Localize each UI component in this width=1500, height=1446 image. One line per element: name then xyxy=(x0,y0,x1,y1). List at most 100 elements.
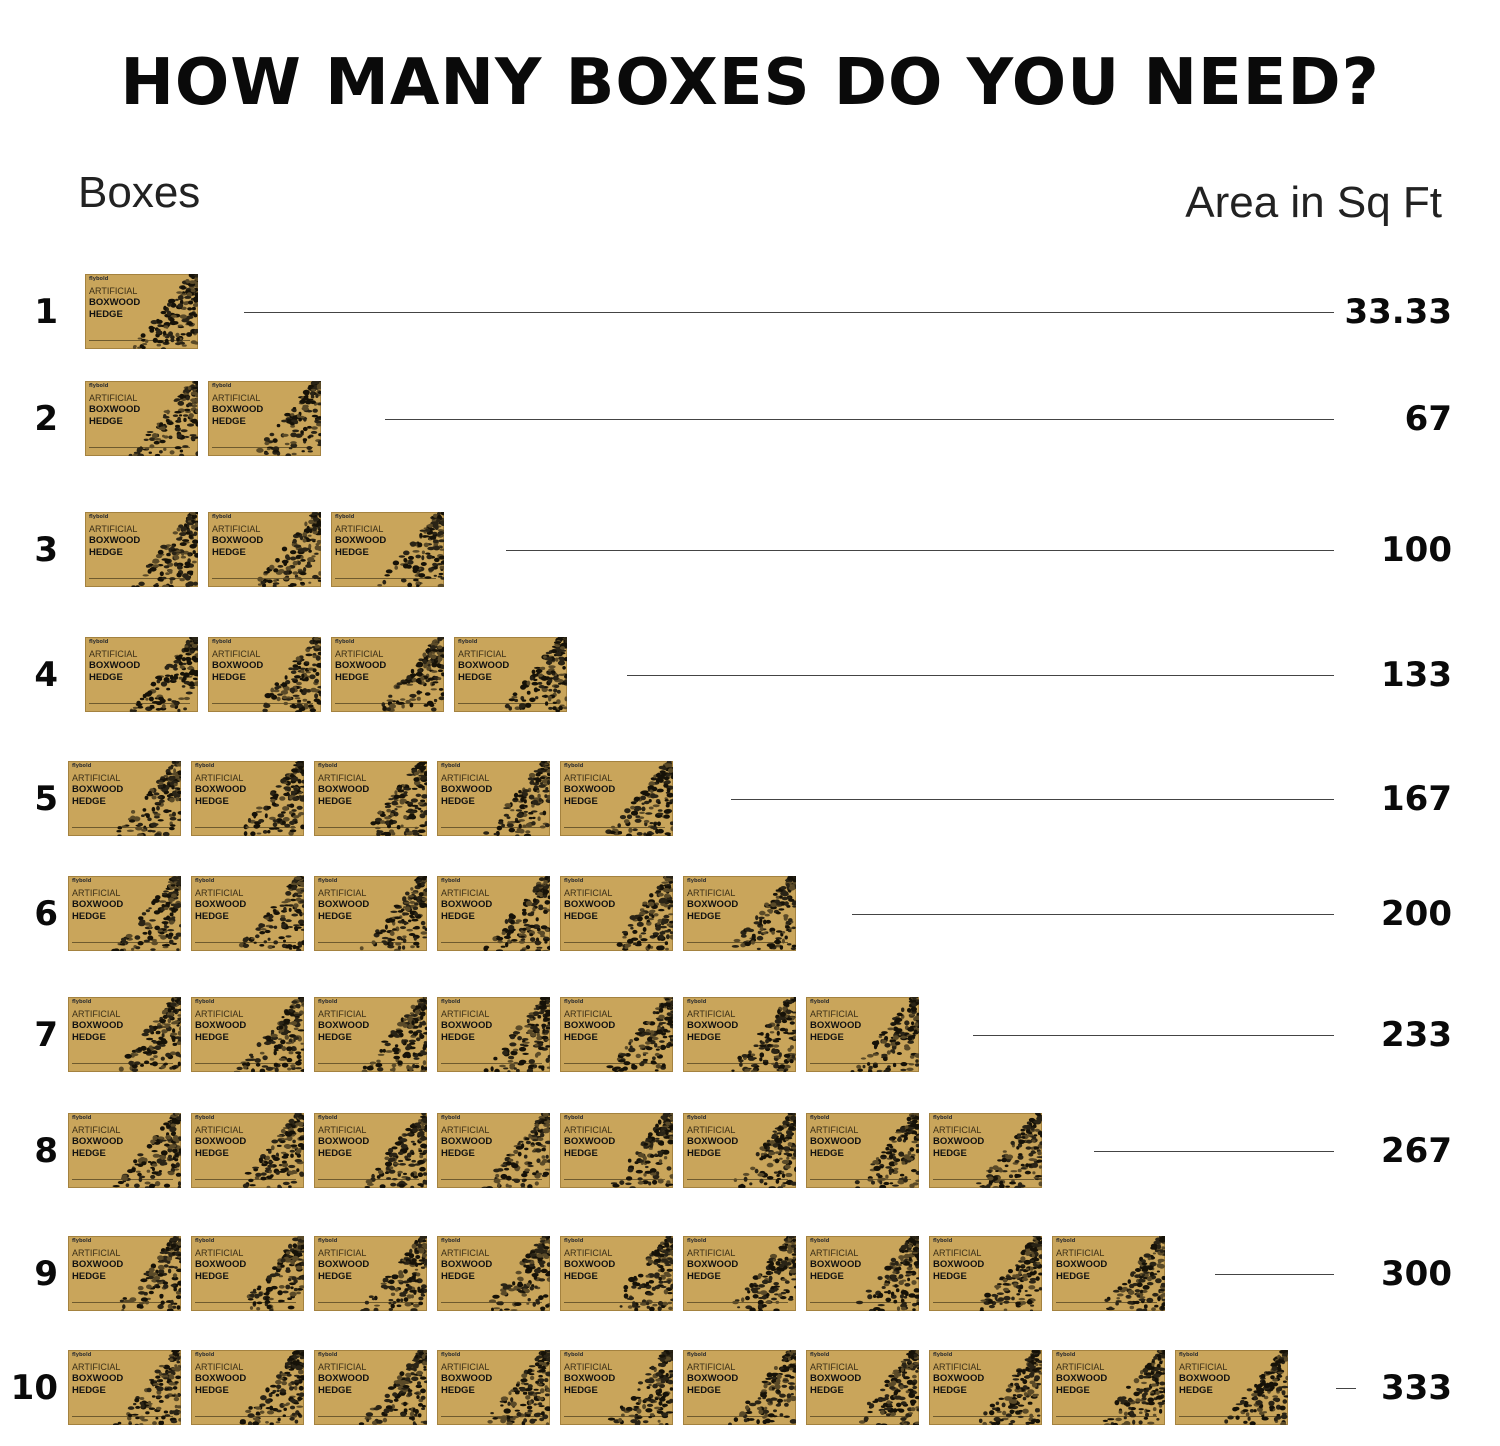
box-label-line1: ARTIFICIAL xyxy=(564,1248,613,1258)
box-brand-text: flybold xyxy=(933,1115,953,1121)
box-label-line1: ARTIFICIAL xyxy=(318,1248,367,1258)
box-label-line1: ARTIFICIAL xyxy=(564,1362,613,1372)
leader-line xyxy=(1336,1388,1356,1389)
box-rule xyxy=(810,1063,911,1064)
box-label-line1: ARTIFICIAL xyxy=(687,1125,736,1135)
box-rule xyxy=(933,1179,1034,1180)
box-label-line2: BOXWOOD xyxy=(335,535,387,546)
box-label-line3: HEDGE xyxy=(195,1148,229,1159)
box-label-line2: BOXWOOD xyxy=(72,1136,124,1147)
box-rule xyxy=(318,1063,419,1064)
leader-line xyxy=(385,419,1334,420)
hedge-box: flybold ARTIFICIAL BOXWOOD HEDGE xyxy=(560,761,673,836)
box-label-line2: BOXWOOD xyxy=(195,1020,247,1031)
box-brand-text: flybold xyxy=(810,1352,830,1358)
box-label-line2: BOXWOOD xyxy=(564,899,616,910)
box-label-line1: ARTIFICIAL xyxy=(933,1362,982,1372)
boxwood-leaves-icon xyxy=(111,876,181,951)
box-label-line3: HEDGE xyxy=(335,672,369,683)
box-label-line2: BOXWOOD xyxy=(441,1373,493,1384)
area-value: 200 xyxy=(1381,894,1452,934)
box-label-line3: HEDGE xyxy=(687,1385,721,1396)
hedge-box: flybold ARTIFICIAL BOXWOOD HEDGE xyxy=(437,1350,550,1425)
box-label-line3: HEDGE xyxy=(212,416,246,427)
boxwood-leaves-icon xyxy=(976,1113,1042,1188)
boxwood-leaves-icon xyxy=(979,1236,1042,1311)
box-label-line2: BOXWOOD xyxy=(318,1373,370,1384)
boxwood-leaves-icon xyxy=(246,1236,304,1311)
leader-line xyxy=(731,799,1334,800)
box-brand-text: flybold xyxy=(195,878,215,884)
boxwood-leaves-icon xyxy=(116,761,181,836)
hedge-box: flybold ARTIFICIAL BOXWOOD HEDGE xyxy=(314,761,427,836)
box-label-line1: ARTIFICIAL xyxy=(810,1248,859,1258)
hedge-box: flybold ARTIFICIAL BOXWOOD HEDGE xyxy=(1052,1236,1165,1311)
boxwood-leaves-icon xyxy=(132,274,198,349)
box-label-line1: ARTIFICIAL xyxy=(89,286,138,296)
box-label-line2: BOXWOOD xyxy=(335,660,387,671)
boxwood-leaves-icon xyxy=(128,381,198,456)
box-rule xyxy=(441,1063,542,1064)
box-count-label: 5 xyxy=(34,779,58,819)
box-label-line3: HEDGE xyxy=(564,1385,598,1396)
boxwood-leaves-icon xyxy=(607,1350,673,1425)
box-label-line2: BOXWOOD xyxy=(89,404,141,415)
box-label-line2: BOXWOOD xyxy=(441,899,493,910)
box-rule xyxy=(335,703,436,704)
box-label-line3: HEDGE xyxy=(458,672,492,683)
box-brand-text: flybold xyxy=(318,999,338,1005)
box-label-line2: BOXWOOD xyxy=(441,1259,493,1270)
hedge-box: flybold ARTIFICIAL BOXWOOD HEDGE xyxy=(683,1113,796,1188)
hedge-box: flybold ARTIFICIAL BOXWOOD HEDGE xyxy=(208,512,321,587)
box-label-line2: BOXWOOD xyxy=(89,535,141,546)
box-label-line3: HEDGE xyxy=(318,1032,352,1043)
hedge-box: flybold ARTIFICIAL BOXWOOD HEDGE xyxy=(314,1350,427,1425)
boxwood-leaves-icon xyxy=(733,1113,796,1188)
boxwood-leaves-icon xyxy=(855,1236,919,1311)
box-brand-text: flybold xyxy=(72,763,92,769)
box-label-line3: HEDGE xyxy=(441,1148,475,1159)
boxwood-leaves-icon xyxy=(381,637,444,712)
box-brand-text: flybold xyxy=(810,1115,830,1121)
box-count-label: 3 xyxy=(34,530,58,570)
box-label-line3: HEDGE xyxy=(441,1385,475,1396)
box-label-line3: HEDGE xyxy=(933,1271,967,1282)
box-brand-text: flybold xyxy=(564,878,584,884)
box-brand-text: flybold xyxy=(318,1238,338,1244)
box-label-line2: BOXWOOD xyxy=(687,1259,739,1270)
box-label-line2: BOXWOOD xyxy=(318,899,370,910)
box-rule xyxy=(564,1063,665,1064)
boxwood-leaves-icon xyxy=(483,761,550,836)
chart-title: HOW MANY BOXES DO YOU NEED? xyxy=(120,46,1380,120)
hedge-box: flybold ARTIFICIAL BOXWOOD HEDGE xyxy=(437,997,550,1072)
leader-line xyxy=(244,312,1334,313)
box-label-line1: ARTIFICIAL xyxy=(89,649,138,659)
box-label-line2: BOXWOOD xyxy=(212,660,264,671)
box-label-line1: ARTIFICIAL xyxy=(564,888,613,898)
box-label-line2: BOXWOOD xyxy=(687,1373,739,1384)
boxwood-leaves-icon xyxy=(1104,1236,1165,1311)
chart-row: 9 flybold ARTIFICIAL BOXWOOD HEDGE flybold ART… xyxy=(0,1236,1500,1312)
box-label-line1: ARTIFICIAL xyxy=(810,1362,859,1372)
boxwood-leaves-icon xyxy=(262,637,321,712)
box-label-line1: ARTIFICIAL xyxy=(335,524,384,534)
box-brand-text: flybold xyxy=(212,639,232,645)
hedge-box: flybold ARTIFICIAL BOXWOOD HEDGE xyxy=(683,997,796,1072)
box-label-line2: BOXWOOD xyxy=(564,784,616,795)
hedge-box: flybold ARTIFICIAL BOXWOOD HEDGE xyxy=(437,1236,550,1311)
box-label-line2: BOXWOOD xyxy=(212,404,264,415)
box-label-line1: ARTIFICIAL xyxy=(318,888,367,898)
hedge-box: flybold ARTIFICIAL BOXWOOD HEDGE xyxy=(437,1113,550,1188)
box-brand-text: flybold xyxy=(564,1115,584,1121)
hedge-box: flybold ARTIFICIAL BOXWOOD HEDGE xyxy=(683,1236,796,1311)
box-brand-text: flybold xyxy=(89,639,109,645)
area-value: 300 xyxy=(1381,1254,1452,1294)
box-label-line3: HEDGE xyxy=(564,796,598,807)
hedge-box: flybold ARTIFICIAL BOXWOOD HEDGE xyxy=(560,1113,673,1188)
box-label-line3: HEDGE xyxy=(441,1032,475,1043)
box-count-label: 10 xyxy=(10,1368,58,1408)
boxwood-leaves-icon xyxy=(112,1113,181,1188)
box-rule xyxy=(441,1416,542,1417)
hedge-box: flybold ARTIFICIAL BOXWOOD HEDGE xyxy=(437,761,550,836)
